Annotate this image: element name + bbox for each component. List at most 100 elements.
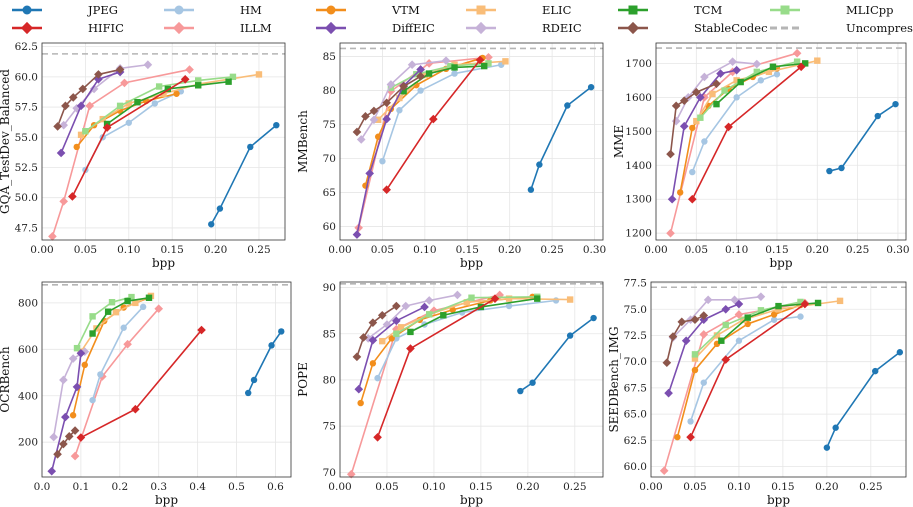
data-point-illm (185, 65, 194, 74)
data-point-tcm (164, 85, 172, 93)
x-tick-label: 0.05 (685, 244, 708, 256)
plot-frame (339, 42, 604, 241)
series-line-mlicpp (76, 296, 132, 349)
data-point-hific (406, 344, 415, 353)
data-point-elic (505, 295, 513, 302)
data-point-rdeic (356, 135, 366, 144)
data-point-elic (463, 299, 471, 306)
data-point-mlicpp (393, 330, 400, 337)
data-point-tcm (195, 82, 202, 89)
x-tick-label: 0.10 (413, 244, 436, 256)
series-line-illm (357, 56, 489, 228)
data-point-hific (180, 74, 190, 84)
data-point-jpeg (208, 221, 215, 228)
data-point-elic (502, 58, 509, 65)
data-point-stablecodec (671, 101, 681, 111)
data-point-hific (721, 355, 731, 364)
data-point-rdeic (369, 115, 379, 125)
data-point-rdeic (89, 84, 99, 94)
data-point-illm (70, 451, 80, 461)
data-point-tcm (225, 78, 232, 85)
data-point-hific (686, 432, 695, 442)
x-tick-label: 0.25 (563, 481, 586, 493)
legend-elic-marker (476, 5, 486, 15)
data-point-vtm (374, 133, 382, 140)
y-tick-label: 85 (323, 328, 336, 340)
data-point-mlicpp (691, 351, 699, 358)
data-point-hm (700, 379, 707, 386)
legend-jpeg-marker (22, 5, 32, 15)
data-point-rdeic (752, 59, 762, 69)
data-point-jpeg (278, 328, 285, 335)
y-tick-label: 70 (323, 467, 336, 479)
data-point-diffeic (732, 65, 741, 75)
data-point-tcm (400, 88, 407, 95)
x-tick-label: 0.05 (371, 244, 394, 256)
series-line-stablecodec (56, 68, 121, 127)
data-point-tcm (145, 294, 153, 301)
series-line-hm (84, 90, 182, 171)
x-axis-label: bpp (460, 256, 483, 270)
legend: JPEG HM VTM ELIC TCM MLICpp HIFIC ILLM DiffEIC RD… (12, 3, 913, 35)
x-tick-label: 0.05 (683, 481, 706, 493)
data-point-hific (800, 299, 810, 309)
data-point-elic (112, 308, 120, 316)
data-point-jpeg (590, 314, 597, 322)
chart-seedbench: 60.0 62.5 65.0 67.5 70.0 72.5 75.0 77.5 0.00 0.05… (607, 278, 907, 507)
data-point-hm (451, 70, 458, 77)
data-point-mlicpp (468, 294, 475, 301)
data-point-diffeic (368, 335, 378, 345)
y-tick-label: 75.0 (624, 304, 647, 316)
data-point-illm (85, 101, 95, 111)
series-line-tcm (715, 62, 806, 105)
data-point-jpeg (826, 167, 833, 175)
data-point-tcm (713, 100, 720, 108)
data-point-vtm (674, 433, 681, 441)
data-point-stablecodec (666, 149, 675, 159)
data-point-jpeg (564, 102, 571, 109)
data-point-jpeg (517, 387, 524, 395)
x-tick-label: 0.15 (469, 481, 492, 493)
plot-frame (655, 42, 907, 241)
series-line-jpeg (210, 124, 277, 225)
series-line-vtm (676, 304, 801, 438)
series-line-diffeic (358, 306, 425, 390)
legend-uncompressed-label: Uncompressed (846, 21, 913, 35)
y-tick-label: 62.5 (15, 41, 38, 53)
data-point-diffeic (47, 466, 57, 476)
x-tick-label: 0.10 (422, 481, 445, 493)
x-tick-label: 0.30 (583, 244, 606, 256)
data-point-illm (123, 339, 132, 349)
x-tick-label: 0.20 (516, 481, 539, 493)
data-point-hm (552, 297, 560, 304)
data-point-stablecodec (61, 101, 70, 111)
data-point-hm (701, 138, 708, 145)
plot-frame (339, 281, 604, 478)
data-point-stablecodec (359, 333, 368, 342)
data-point-diffeic (664, 388, 673, 398)
y-tick-label: 1400 (625, 160, 652, 172)
data-point-rdeic (80, 347, 90, 356)
data-point-stablecodec (377, 310, 387, 320)
x-tick-label: 0.10 (727, 481, 750, 493)
data-point-hm (120, 324, 127, 331)
legend-vtm-label: VTM (391, 3, 420, 17)
data-point-diffeic (354, 384, 364, 394)
y-tick-label: 75 (323, 421, 336, 433)
x-axis-label: bpp (460, 493, 483, 507)
data-point-diffeic (72, 382, 82, 392)
data-point-rdeic (671, 116, 681, 126)
series-line-stablecodec (56, 430, 76, 455)
data-point-jpeg (245, 389, 252, 397)
x-tick-label: 0.20 (204, 244, 227, 256)
data-point-tcm (718, 337, 725, 344)
data-point-elic (740, 316, 747, 323)
y-tick-label: 50.0 (15, 192, 38, 204)
data-point-vtm (73, 143, 80, 151)
chart-mme: 1200 1300 1400 1500 1600 1700 0.00 0.05 0.10 0.15… (612, 42, 910, 270)
data-point-diffeic (679, 121, 689, 131)
series-line-illm (74, 308, 160, 457)
series-line-hm (376, 299, 557, 379)
data-point-hm (689, 168, 696, 176)
x-tick-label: 0.3 (150, 481, 167, 493)
